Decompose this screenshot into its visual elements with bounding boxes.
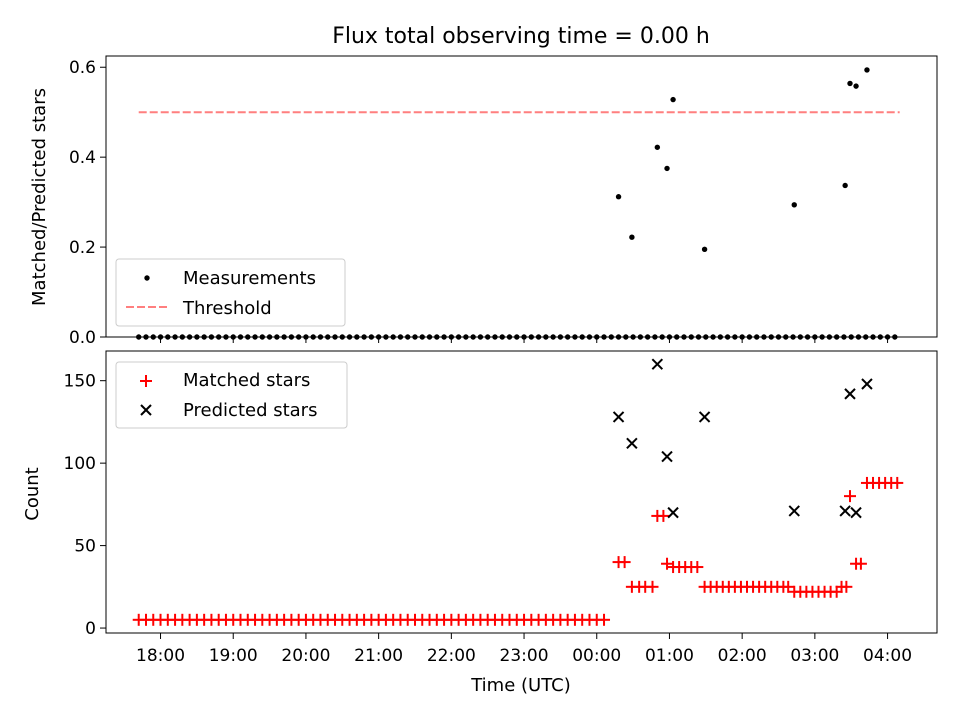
measurement-point [864,67,870,73]
matched-star-marker [891,476,904,489]
matched-star-marker [840,580,853,593]
y-tick-label: 0.6 [69,58,96,78]
y-tick-label: 150 [64,372,96,392]
predicted-star-marker [788,505,800,517]
legend-label-threshold: Threshold [182,298,272,319]
ratio-plot-frame [105,55,938,338]
y-tick-label: 0.4 [69,148,96,168]
x-tick-label: 19:00 [209,646,258,666]
measurement-point [664,165,670,172]
ratio-y-axis-label: Matched/Predicted stars [29,88,50,306]
predicted-star-marker [651,358,664,370]
measurement-point [654,144,661,150]
measurement-point [847,80,853,87]
predicted-star-marker [844,388,856,400]
matched-star-marker [657,509,670,522]
legend-marker-predicted-stars [140,404,152,416]
x-tick-label: 23:00 [500,646,549,666]
x-axis-label: Time (UTC) [470,675,571,696]
legend-marker-measurements [144,275,150,281]
x-tick-label: 03:00 [790,646,839,666]
x-tick-label: 22:00 [427,646,476,666]
matched-star-marker [782,580,795,593]
counts-marks [132,358,904,626]
y-tick-label: 0.2 [69,238,96,258]
counts-y-ticks: 0 50 100 150 [64,372,106,639]
matched-star-marker [854,557,867,570]
counts-legend: Matched stars Predicted stars [115,361,348,429]
legend-label-measurements: Measurements [183,268,316,289]
predicted-star-marker [626,437,638,450]
y-tick-label: 50 [74,537,96,557]
matched-star-marker [691,561,704,574]
measurement-point [853,83,859,89]
matched-star-marker [646,580,659,593]
ratio-legend: Measurements Threshold [115,258,346,327]
x-tick-label: 04:00 [863,646,912,666]
predicted-star-marker [839,505,851,517]
matched-star-marker [661,557,674,570]
ratio-y-ticks: 0.0 0.2 0.4 0.6 [69,58,106,348]
measurement-point [670,96,676,103]
chart-title: Flux total observing time = 0.00 h [332,24,710,49]
counts-legend-box [115,361,348,429]
counts-panel: Count Time (UTC) 0 50 100 150 18:00 19:00 20:… [22,350,938,696]
counts-y-axis-label: Count [22,467,43,520]
ratio-panel: Flux total observing time = 0.00 h Match… [29,24,938,348]
y-tick-label: 100 [64,454,96,474]
measurement-point [791,202,797,208]
predicted-star-marker [861,378,873,390]
predicted-star-marker [850,506,862,519]
x-tick-label: 18:00 [136,646,185,666]
y-tick-label: 0 [85,619,96,639]
legend-label-predicted-stars: Predicted stars [183,400,317,421]
measurement-point [615,194,622,200]
legend-label-matched-stars: Matched stars [183,370,310,391]
x-tick-label: 21:00 [354,646,403,666]
legend-marker-matched-stars [140,375,152,387]
matched-star-marker [843,490,856,503]
predicted-star-marker [661,450,673,463]
x-tick-label: 02:00 [718,646,767,666]
x-tick-label: 01:00 [645,646,694,666]
predicted-star-marker [612,411,625,423]
measurement-point [629,234,635,240]
x-tick-label: 00:00 [572,646,621,666]
ratio-legend-box [115,258,346,327]
measurement-point [701,246,708,253]
x-tick-label: 20:00 [281,646,330,666]
predicted-star-marker [667,506,679,519]
y-tick-label: 0.0 [69,328,96,348]
counts-x-ticks: 18:00 19:00 20:00 21:00 22:00 23:00 00:00 01:00… [136,633,912,666]
matched-star-marker [598,613,611,626]
measurement-point [842,182,848,189]
predicted-star-marker [698,411,711,423]
matched-star-marker [618,556,631,569]
counts-plot-frame [105,350,938,634]
